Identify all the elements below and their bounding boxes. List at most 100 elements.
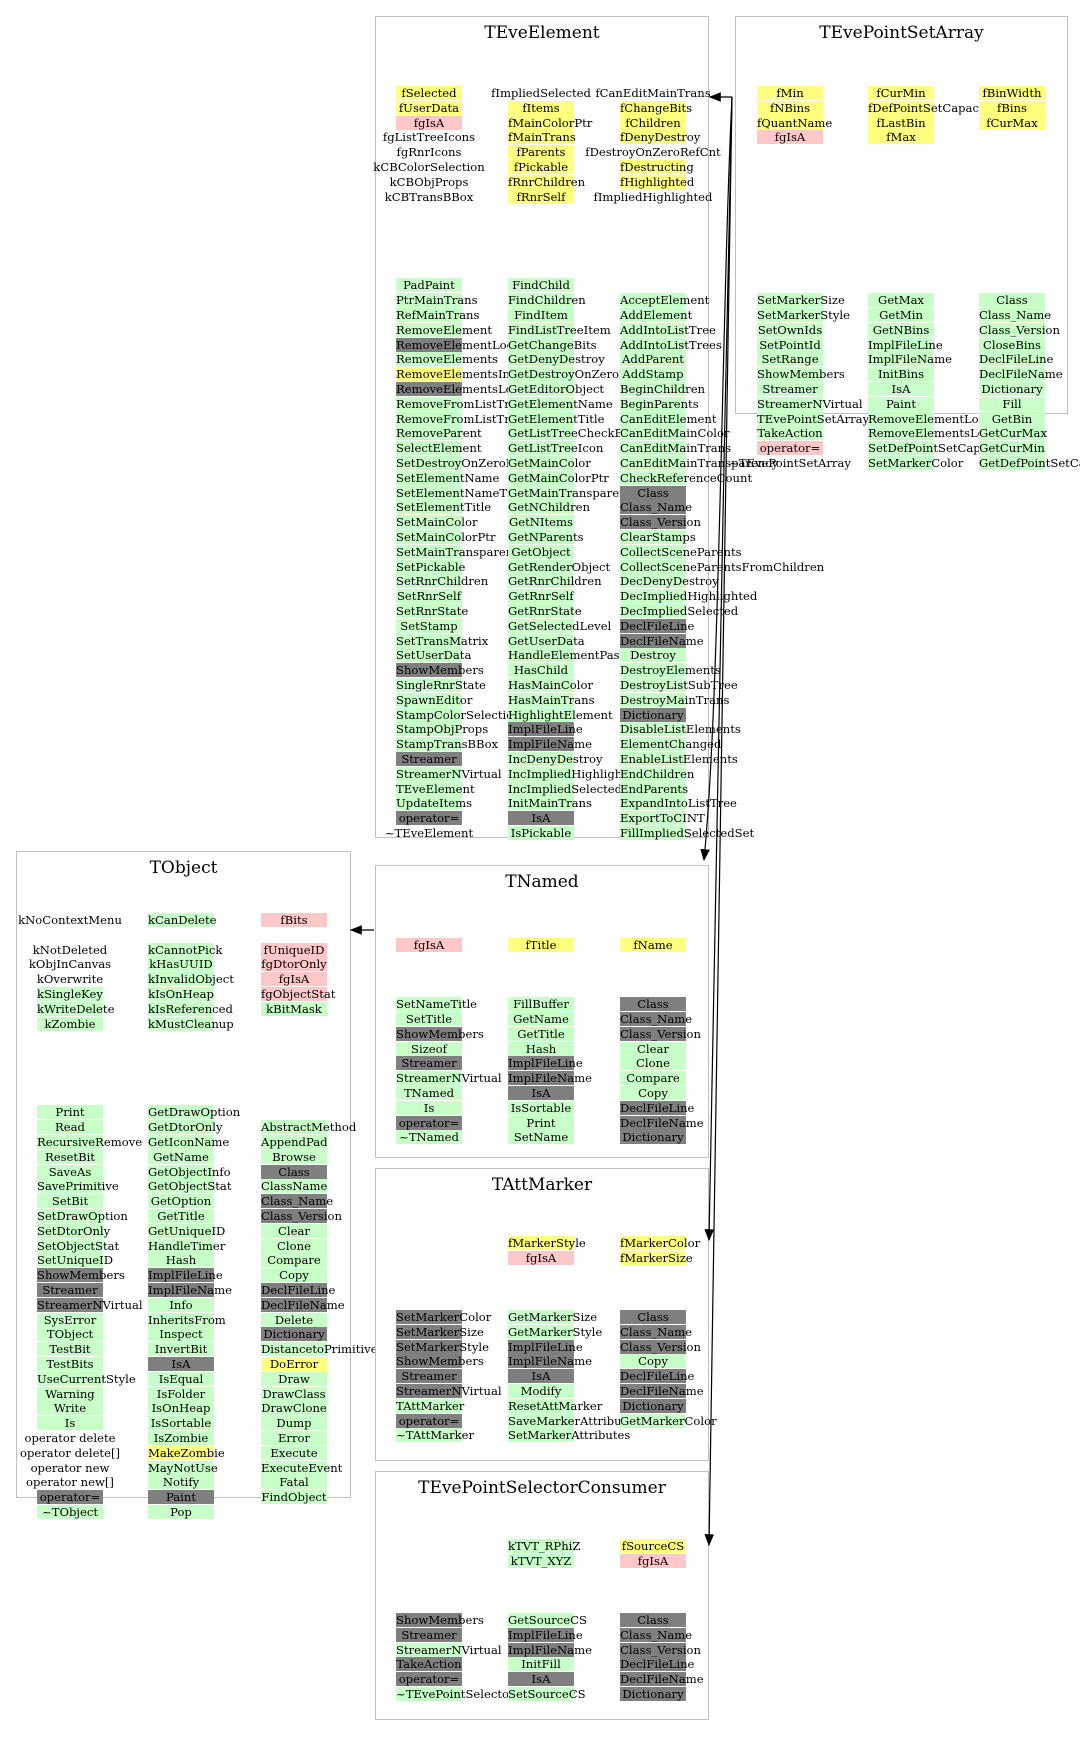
member-operator-: operator= — [396, 1413, 462, 1428]
member-takeaction: TakeAction — [757, 426, 823, 441]
member-fgdtoronly: fgDtorOnly — [261, 957, 327, 972]
member-makezombie: MakeZombie — [148, 1445, 225, 1460]
member-finditem: FindItem — [508, 308, 574, 322]
member-fname: fName — [620, 938, 686, 952]
member-setrnrstate: SetRnrState — [396, 604, 469, 618]
member-hasmaincolor: HasMainColor — [508, 678, 594, 692]
member-setrange: SetRange — [757, 352, 823, 367]
member-getrnrstate: GetRnrState — [508, 604, 582, 618]
member-showmembers: ShowMembers — [396, 1354, 484, 1369]
member-fgisa: fgIsA — [620, 1553, 686, 1568]
member-showmembers: ShowMembers — [757, 367, 845, 382]
member-hash: Hash — [508, 1041, 574, 1056]
member-endchildren: EndChildren — [620, 766, 695, 781]
member--teveelement: ~TEveElement — [384, 826, 474, 840]
member-kisonheap: kIsOnHeap — [148, 987, 214, 1001]
member-hash: Hash — [148, 1253, 214, 1268]
member-class: Class — [620, 1310, 686, 1324]
member-ptrmaintrans: PtrMainTrans — [396, 293, 478, 308]
member-operator-new: operator new — [30, 1460, 110, 1475]
member-fgisa: fgIsA — [757, 130, 823, 145]
member-invertbit: InvertBit — [148, 1342, 214, 1357]
member-inheritsfrom: InheritsFrom — [148, 1312, 226, 1327]
member-endparents: EndParents — [620, 781, 689, 796]
member-refmaintrans: RefMainTrans — [396, 308, 480, 322]
member-implfileline: ImplFileLine — [508, 1056, 583, 1071]
member-declfileline: DeclFileLine — [620, 618, 695, 633]
member-operator-: operator= — [757, 441, 823, 456]
member-tobject: TObject — [37, 1327, 103, 1342]
member-showmembers: ShowMembers — [37, 1268, 125, 1283]
member-isa: IsA — [148, 1357, 214, 1371]
member-setmarkersize: SetMarkerSize — [757, 293, 845, 308]
member-copy: Copy — [620, 1354, 686, 1369]
member-declfileline: DeclFileLine — [620, 1657, 695, 1672]
member-fchildren: fChildren — [620, 115, 686, 130]
member-getname: GetName — [148, 1149, 214, 1164]
member-fmarkerstyle: fMarkerStyle — [508, 1236, 586, 1250]
member-kbitmask: kBitMask — [261, 1001, 327, 1016]
member-testbit: TestBit — [37, 1342, 103, 1357]
member-handletimer: HandleTimer — [148, 1238, 226, 1253]
member-operator-: operator= — [396, 1672, 462, 1687]
member-draw: Draw — [261, 1371, 327, 1386]
member-kcandelete: kCanDelete — [148, 913, 217, 927]
member-is: Is — [37, 1416, 103, 1431]
member-tnamed: TNamed — [396, 1086, 462, 1100]
class-title: TEveElement — [484, 23, 600, 43]
member-fparents: fParents — [508, 145, 574, 160]
member-implfilename: ImplFileName — [508, 1354, 592, 1369]
member-executeevent: ExecuteEvent — [261, 1460, 343, 1475]
member-kcbcolorselection: kCBColorSelection — [373, 160, 485, 174]
member-class: Class — [620, 997, 686, 1012]
member-clear: Clear — [620, 1041, 686, 1056]
member-removeparent: RemoveParent — [396, 426, 482, 441]
member-fdenydestroy: fDenyDestroy — [620, 130, 701, 145]
member-fglisttreeicons: fgListTreeIcons — [382, 130, 476, 145]
member-kinvalidobject: kInvalidObject — [148, 972, 234, 987]
member-kwritedelete: kWriteDelete — [37, 1001, 115, 1016]
member-streamer: Streamer — [396, 752, 462, 766]
member-showmembers: ShowMembers — [396, 1613, 484, 1627]
member-setstamp: SetStamp — [396, 618, 462, 633]
member-fbins: fBins — [979, 100, 1045, 115]
member-saveas: SaveAs — [37, 1164, 103, 1179]
arrow-pointsetarray-to-selector — [704, 96, 733, 1547]
member-declfilename: DeclFileName — [620, 633, 704, 648]
member-clear: Clear — [261, 1223, 327, 1238]
member-knotdeleted: kNotDeleted — [32, 942, 108, 957]
member-implfilename: ImplFileName — [508, 1642, 592, 1657]
member-getdtoronly: GetDtorOnly — [148, 1120, 223, 1135]
member-class-version: Class_Version — [979, 322, 1061, 337]
member-setname: SetName — [508, 1130, 574, 1145]
member-knocontextmenu: kNoContextMenu — [18, 913, 122, 927]
member-fgisa: fgIsA — [396, 938, 462, 952]
member-is: Is — [396, 1100, 462, 1115]
member-ksinglekey: kSingleKey — [37, 987, 103, 1001]
member-getobject: GetObject — [508, 544, 574, 559]
member-ispickable: IsPickable — [508, 826, 574, 840]
member-warning: Warning — [37, 1386, 103, 1401]
member-getbin: GetBin — [979, 411, 1045, 426]
member-classname: ClassName — [261, 1179, 328, 1194]
member-resetbit: ResetBit — [37, 1149, 103, 1164]
member-isa: IsA — [508, 811, 574, 826]
member--tobject: ~TObject — [37, 1505, 103, 1519]
member-paint: Paint — [868, 396, 934, 411]
member-addstamp: AddStamp — [620, 367, 686, 382]
member-kisreferenced: kIsReferenced — [148, 1001, 233, 1016]
arrow-pointsetarray-to-attmarker — [704, 96, 733, 1242]
member-ktvt-rphiz: kTVT_RPhiZ — [508, 1539, 581, 1553]
member-findchild: FindChild — [508, 278, 574, 293]
member-streamer: Streamer — [396, 1627, 462, 1642]
member-fuserdata: fUserData — [396, 100, 462, 115]
member-getnitems: GetNItems — [508, 515, 574, 530]
member-declfileline: DeclFileLine — [620, 1369, 695, 1384]
member-fmaincolorptr: fMainColorPtr — [508, 115, 593, 130]
member-declfileline: DeclFileLine — [261, 1283, 336, 1297]
member-ktvt-xyz: kTVT_XYZ — [508, 1553, 574, 1568]
member-fquantname: fQuantName — [757, 115, 833, 130]
member-declfilename: DeclFileName — [979, 367, 1063, 382]
member-fbits: fBits — [261, 913, 327, 927]
